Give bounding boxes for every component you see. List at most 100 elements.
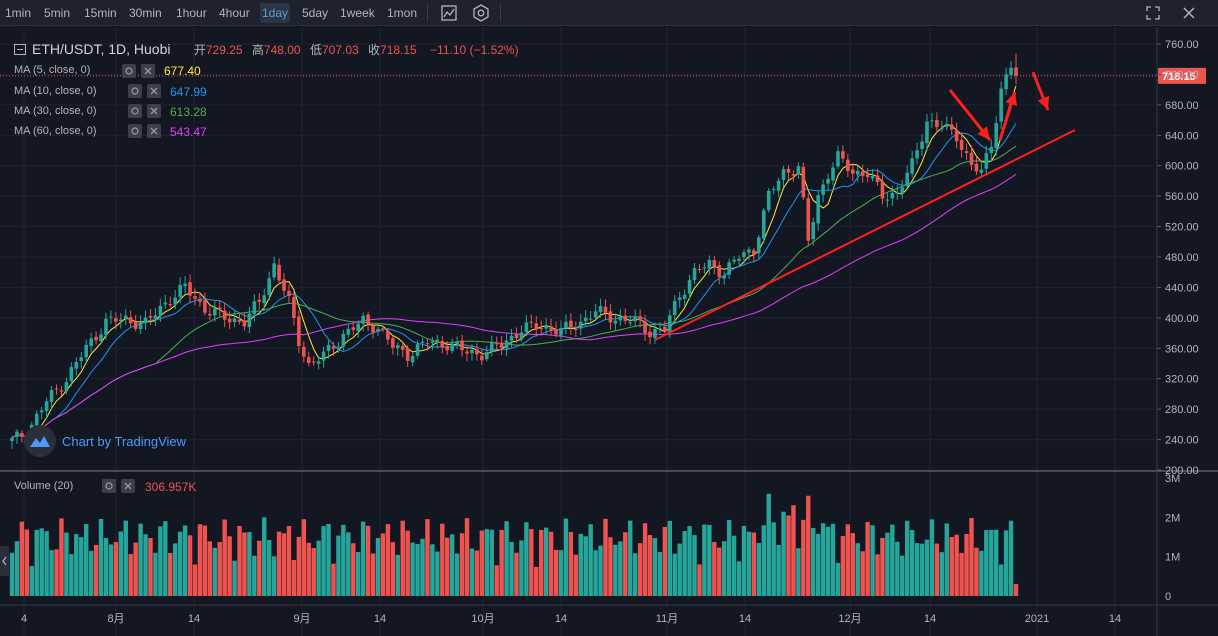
candle-body (247, 313, 252, 328)
interval-1hour[interactable]: 1hour (176, 6, 207, 20)
candle-body (237, 319, 242, 322)
symbol-legend: ETH/USDT, 1D, Huobi 开729.25 高748.00 低707… (14, 41, 519, 58)
candle-body (49, 390, 54, 402)
tradingview-watermark[interactable]: Chart by TradingView (24, 425, 186, 457)
candle-body (282, 279, 286, 291)
volume-bar (173, 543, 178, 596)
volume-bar (855, 543, 860, 596)
volume-bar (924, 539, 930, 596)
fullscreen-icon[interactable] (1142, 2, 1164, 24)
volume-bar (425, 519, 430, 596)
volume-bar (880, 537, 885, 596)
volume-bar (657, 552, 663, 596)
volume-bar (702, 524, 707, 596)
volume-bar (316, 540, 321, 596)
ma30-remove-icon[interactable] (147, 104, 161, 118)
candle-body (900, 187, 905, 194)
volume-bar (573, 554, 579, 596)
volume-bar (840, 535, 846, 596)
candle-body (949, 124, 954, 130)
volume-bar (93, 544, 99, 596)
volume-bar (529, 529, 534, 596)
ma10-value: 647.99 (170, 85, 207, 99)
interval-4hour[interactable]: 4hour (219, 6, 250, 20)
volume-bar (603, 518, 608, 596)
volume-bar (459, 533, 465, 596)
volume-bar (890, 524, 895, 596)
interval-1week[interactable]: 1week (340, 6, 375, 20)
candle-body (959, 139, 964, 150)
candle-body (539, 327, 544, 329)
chart-axes: 760.00 720.00 680.00 640.00 600.00 560.00 520.… (0, 27, 1218, 636)
volume-bar (613, 544, 618, 596)
candle-body (806, 198, 811, 241)
scroll-left-handle[interactable] (0, 546, 9, 576)
ma60-remove-icon[interactable] (147, 124, 161, 138)
candle-body (148, 316, 153, 318)
volume-bar (449, 534, 455, 596)
volume-bar (929, 519, 935, 596)
volume-bar (667, 520, 672, 596)
price-tick-label: 560.00 (1165, 191, 1199, 203)
candle-body (425, 343, 430, 345)
candle-body (153, 315, 158, 319)
interval-5day[interactable]: 5day (302, 6, 329, 20)
candle-body (331, 346, 336, 349)
volume-bar (830, 523, 836, 596)
candle-body (564, 321, 568, 329)
volume-bar (464, 518, 470, 596)
price-tick-label: 760.00 (1165, 39, 1199, 51)
ma30-settings-icon[interactable] (128, 104, 142, 118)
candle-body (1004, 74, 1008, 90)
ma60-settings-icon[interactable] (128, 124, 142, 138)
volume-bar (346, 532, 351, 596)
interval-1min[interactable]: 1min (5, 6, 32, 20)
volume-bar (24, 529, 30, 596)
volume-bar (959, 552, 964, 596)
volume-bar (177, 531, 183, 596)
candle-body (707, 259, 712, 269)
last-price-badge (1158, 67, 1206, 84)
candle-body (519, 332, 524, 340)
candle-body (608, 311, 613, 323)
volume-bar (974, 547, 979, 596)
close-icon[interactable] (1178, 2, 1200, 24)
volume-remove-icon[interactable] (121, 479, 135, 493)
volume-bar (59, 518, 64, 596)
candle-body (598, 306, 603, 312)
candle-body (984, 153, 989, 169)
settings-icon[interactable] (470, 2, 492, 24)
volume-bar (647, 535, 653, 596)
volume-bar (158, 526, 163, 596)
candle-body (222, 310, 227, 320)
candle-body (910, 158, 914, 174)
interval-1mon[interactable]: 1mon (387, 6, 418, 20)
candle-body (732, 259, 736, 262)
ma5-remove-icon[interactable] (141, 64, 155, 78)
candle-body (341, 333, 346, 347)
candle-body (297, 316, 301, 347)
time-tick-label: 14 (1109, 613, 1121, 625)
interval-5min[interactable]: 5min (44, 6, 71, 20)
interval-1day[interactable]: 1day (260, 3, 291, 23)
ma10-settings-icon[interactable] (128, 84, 142, 98)
candle-body (890, 192, 895, 199)
collapse-icon[interactable] (14, 44, 26, 55)
interval-30min[interactable]: 30min (129, 6, 162, 20)
volume-bar (163, 521, 168, 596)
volume-bar (405, 530, 410, 596)
indicator-icon[interactable] (438, 2, 460, 24)
candle-body (109, 316, 113, 318)
volume-tick-label: 3M (1165, 473, 1180, 485)
ma5-settings-icon[interactable] (122, 64, 136, 78)
ma10-remove-icon[interactable] (147, 84, 161, 98)
volume-bar (969, 518, 974, 596)
toolbar-divider (427, 4, 428, 22)
volume-settings-icon[interactable] (102, 479, 116, 493)
price-chart[interactable]: 718.15 760.00 720.00 680.00 640.00 600.00 560… (0, 27, 1218, 636)
volume-bar (598, 545, 603, 596)
volume-bar (286, 526, 292, 596)
interval-15min[interactable]: 15min (84, 6, 117, 20)
volume-bar (410, 542, 415, 596)
volume-bar (563, 518, 569, 596)
